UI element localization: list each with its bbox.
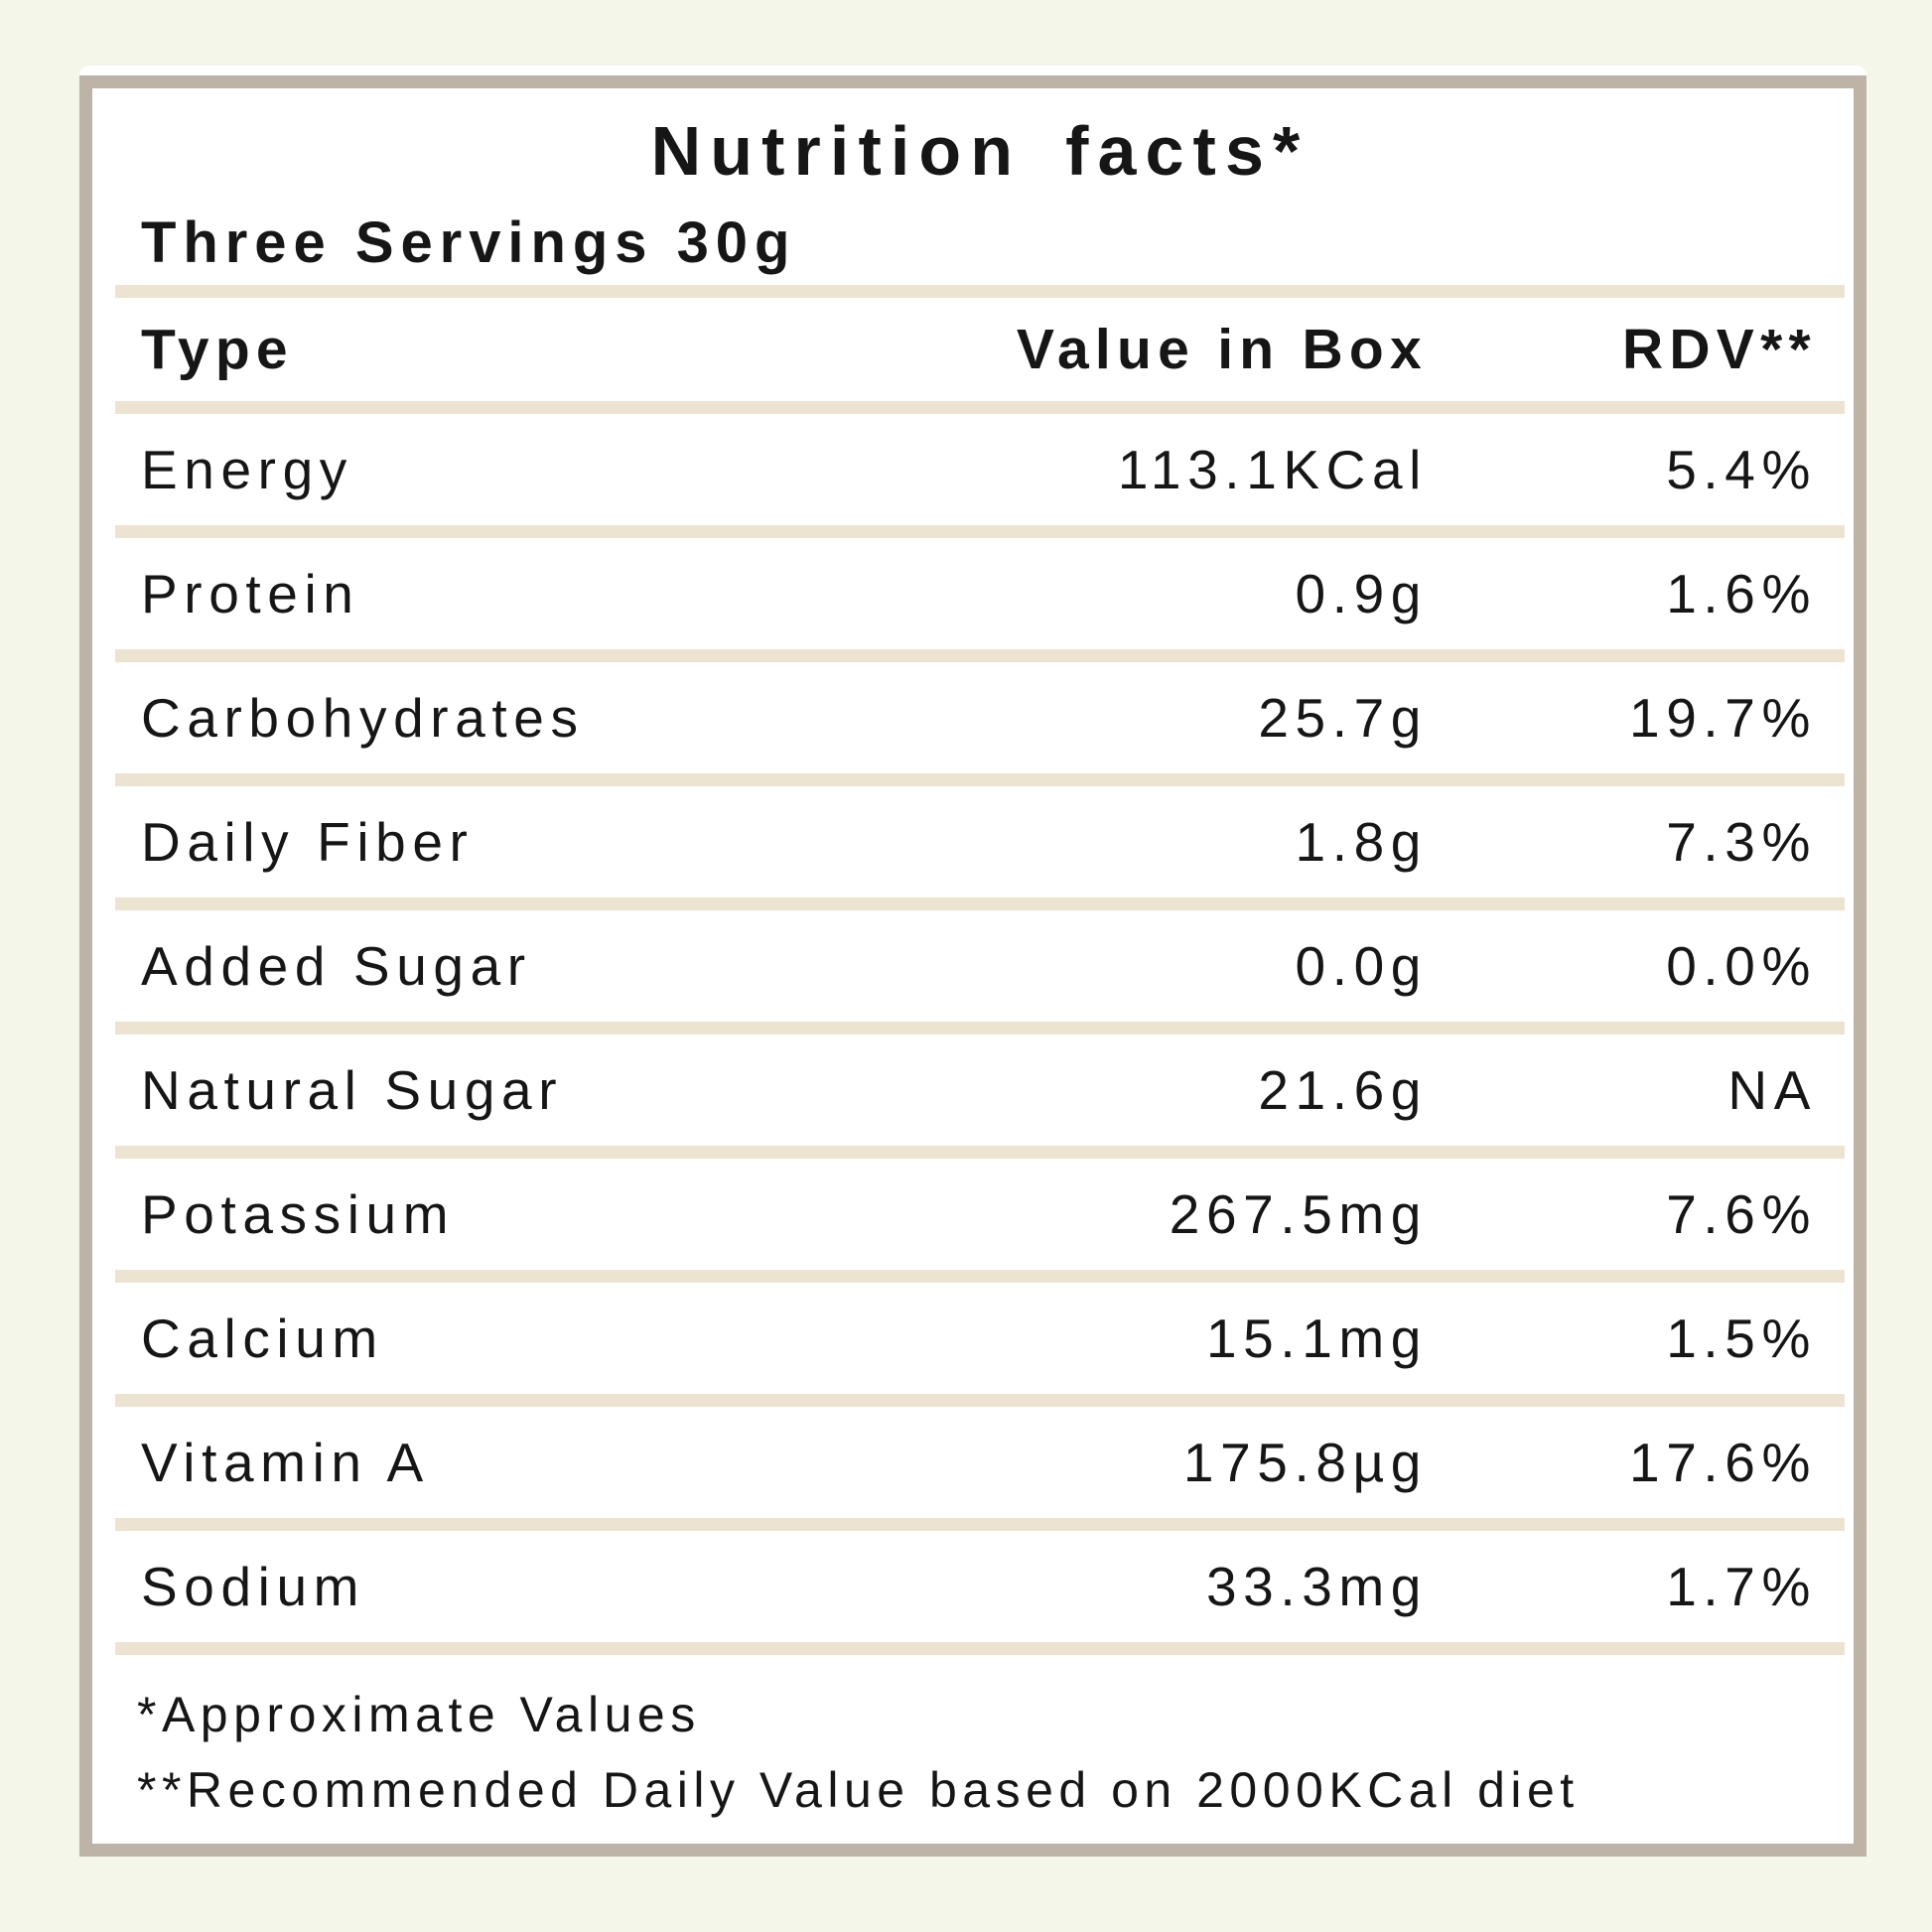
- divider: [115, 1642, 1845, 1655]
- nutrient-row: Calcium 15.1mg 1.5%: [115, 1283, 1845, 1394]
- nutrient-rdv: 19.7%: [1629, 687, 1817, 749]
- divider: [115, 401, 1845, 414]
- column-header-value: Value in Box: [1016, 318, 1428, 381]
- footnote-approximate-values: *Approximate Values: [137, 1687, 701, 1742]
- divider: [115, 1146, 1845, 1159]
- nutrient-row: Vitamin A 175.8µg 17.6%: [115, 1407, 1845, 1518]
- card-frame-border: Nutrition facts* Three Servings 30g Type…: [79, 75, 1866, 1857]
- column-header-type: Type: [141, 318, 294, 381]
- nutrient-name: Sodium: [141, 1556, 366, 1617]
- nutrient-value: 113.1KCal: [1117, 439, 1428, 500]
- nutrient-rdv: 7.3%: [1666, 811, 1817, 873]
- divider: [115, 1518, 1845, 1531]
- nutrient-value: 15.1mg: [1205, 1308, 1428, 1369]
- divider: [115, 773, 1845, 786]
- divider: [115, 1270, 1845, 1283]
- nutrient-row: Sodium 33.3mg 1.7%: [115, 1531, 1845, 1642]
- nutrient-value: 25.7g: [1258, 687, 1428, 749]
- footnotes-section: *Approximate Values **Recommended Daily …: [115, 1677, 1845, 1828]
- nutrition-facts-card: Nutrition facts* Three Servings 30g Type…: [79, 66, 1866, 1857]
- nutrient-rdv: NA: [1727, 1059, 1817, 1121]
- nutrient-row: Protein 0.9g 1.6%: [115, 538, 1845, 649]
- nutrient-name: Energy: [141, 439, 353, 500]
- divider: [115, 525, 1845, 538]
- divider: [115, 897, 1845, 910]
- divider: [115, 1022, 1845, 1035]
- nutrient-name: Vitamin A: [141, 1432, 430, 1493]
- table-header-row: Type Value in Box RDV**: [115, 298, 1845, 401]
- nutrient-rdv: 7.6%: [1666, 1183, 1817, 1245]
- nutrient-rdv: 1.7%: [1666, 1556, 1817, 1617]
- divider: [115, 1394, 1845, 1407]
- nutrient-value: 0.0g: [1295, 935, 1428, 997]
- nutrient-rdv: 5.4%: [1666, 439, 1817, 500]
- nutrient-name: Carbohydrates: [141, 687, 585, 749]
- nutrient-row: Energy 113.1KCal 5.4%: [115, 414, 1845, 525]
- nutrient-value: 1.8g: [1295, 811, 1428, 873]
- nutrient-row: Natural Sugar 21.6g NA: [115, 1035, 1845, 1146]
- divider: [115, 285, 1845, 298]
- nutrient-name: Protein: [141, 563, 360, 624]
- nutrient-name: Daily Fiber: [141, 811, 475, 873]
- nutrient-row: Carbohydrates 25.7g 19.7%: [115, 662, 1845, 773]
- nutrient-value: 0.9g: [1295, 563, 1428, 624]
- nutrient-rdv: 17.6%: [1629, 1432, 1817, 1493]
- label-title: Nutrition facts*: [650, 112, 1310, 190]
- nutrient-row: Daily Fiber 1.8g 7.3%: [115, 786, 1845, 897]
- nutrient-name: Potassium: [141, 1183, 456, 1245]
- footnote-rdv-basis: **Recommended Daily Value based on 2000K…: [137, 1762, 1580, 1818]
- nutrient-row: Potassium 267.5mg 7.6%: [115, 1159, 1845, 1270]
- column-header-rdv: RDV**: [1621, 318, 1817, 381]
- nutrient-rdv: 1.6%: [1666, 563, 1817, 624]
- nutrient-row: Added Sugar 0.0g 0.0%: [115, 910, 1845, 1022]
- nutrient-name: Added Sugar: [141, 935, 532, 997]
- card-content: Nutrition facts* Three Servings 30g Type…: [92, 88, 1854, 1844]
- nutrient-name: Natural Sugar: [141, 1059, 564, 1121]
- nutrient-rdv: 0.0%: [1666, 935, 1817, 997]
- nutrient-name: Calcium: [141, 1308, 384, 1369]
- nutrient-value: 33.3mg: [1205, 1556, 1428, 1617]
- divider: [115, 649, 1845, 662]
- serving-info: Three Servings 30g: [141, 210, 797, 275]
- nutrient-value: 21.6g: [1258, 1059, 1428, 1121]
- nutrient-value: 175.8µg: [1182, 1432, 1428, 1493]
- nutrient-rdv: 1.5%: [1666, 1308, 1817, 1369]
- nutrient-value: 267.5mg: [1169, 1183, 1428, 1245]
